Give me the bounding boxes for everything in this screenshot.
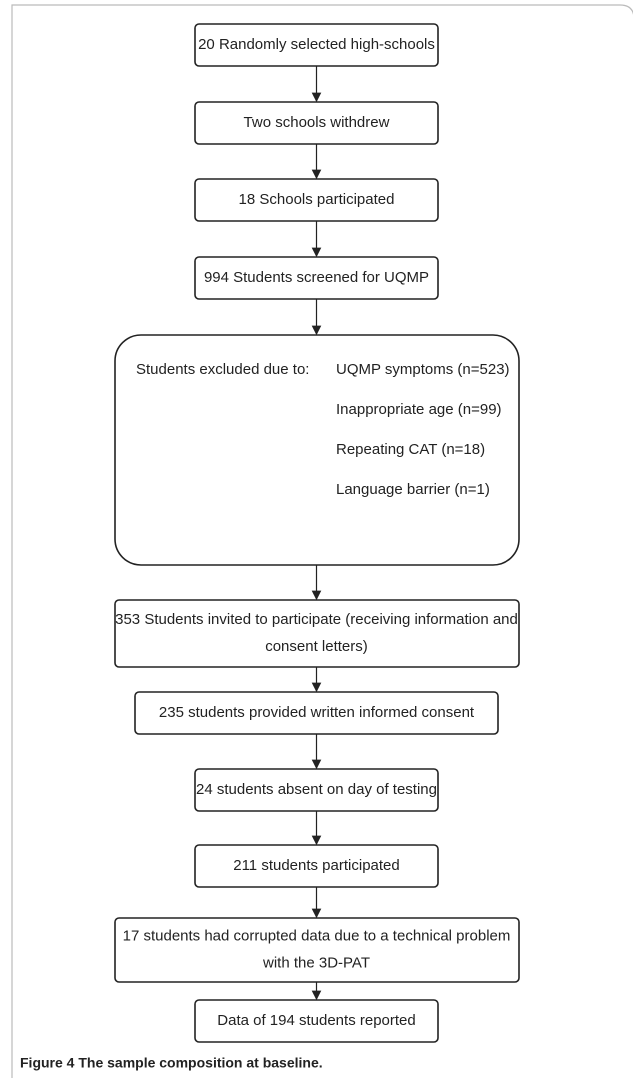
node-label: 20 Randomly selected high-schools (198, 36, 435, 53)
node-label: 17 students had corrupted data due to a … (123, 927, 511, 944)
node-label: with the 3D-PAT (262, 954, 370, 971)
node-label: Data of 194 students reported (217, 1012, 415, 1029)
node-item: UQMP symptoms (n=523) (336, 361, 510, 378)
node-label: 235 students provided written informed c… (159, 704, 475, 721)
node-label: 24 students absent on day of testing (196, 781, 437, 798)
caption: Figure 4 The sample composition at basel… (20, 1055, 323, 1071)
node-item: Repeating CAT (n=18) (336, 441, 485, 458)
node-label: 353 Students invited to participate (rec… (115, 611, 518, 628)
node-label: 994 Students screened for UQMP (204, 269, 429, 286)
node-item: Inappropriate age (n=99) (336, 401, 502, 418)
node-label: Two schools withdrew (244, 114, 390, 131)
node-label: 18 Schools participated (239, 191, 395, 208)
node-label: consent letters) (265, 638, 368, 655)
node-label: 211 students participated (233, 857, 400, 874)
node-item: Language barrier (n=1) (336, 481, 490, 498)
frame (11, 4, 633, 1078)
node-label: Students excluded due to: (136, 361, 309, 378)
